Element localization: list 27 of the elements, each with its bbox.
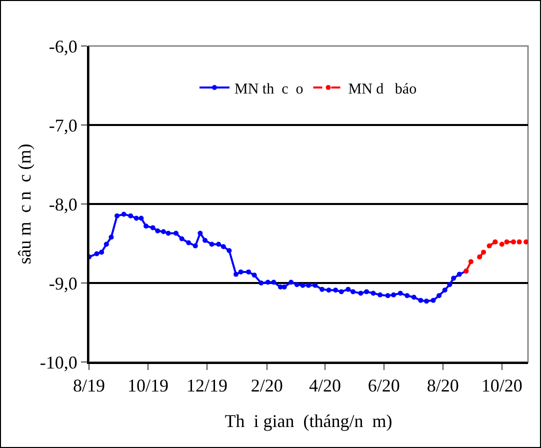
x-tick-label: 4/20	[308, 376, 341, 396]
point	[481, 250, 486, 255]
x-tick-label: 12/19	[186, 376, 228, 396]
point	[504, 239, 510, 244]
y-tick-label: -9,0	[48, 273, 78, 294]
x-axis-title: Th i gian (tháng/n m)	[224, 411, 392, 431]
x-tick-label: 10/19	[127, 376, 168, 396]
point	[524, 239, 528, 244]
point	[516, 239, 522, 244]
x-tick-label: 2/20	[250, 376, 283, 396]
x-tick-label: 6/20	[368, 376, 400, 396]
point	[468, 259, 474, 264]
x-tick-label: 10/20	[481, 376, 522, 396]
point	[499, 242, 504, 247]
x-tick-label: 8/20	[426, 376, 459, 396]
legend-label: MN th c o	[234, 81, 304, 98]
y-tick-label: -7,0	[48, 115, 78, 136]
y-tick-label: -6,0	[48, 36, 78, 56]
legend-label: MN d báo	[348, 81, 417, 98]
point	[486, 243, 492, 248]
y-tick-label: -10,0	[40, 352, 78, 372]
y-axis-title: sâu m c n c (m)	[14, 144, 35, 264]
point	[511, 239, 516, 244]
point	[492, 239, 498, 244]
x-tick-label: 8/19	[72, 376, 106, 396]
point	[477, 254, 482, 260]
y-tick-label: -8,0	[48, 194, 78, 214]
